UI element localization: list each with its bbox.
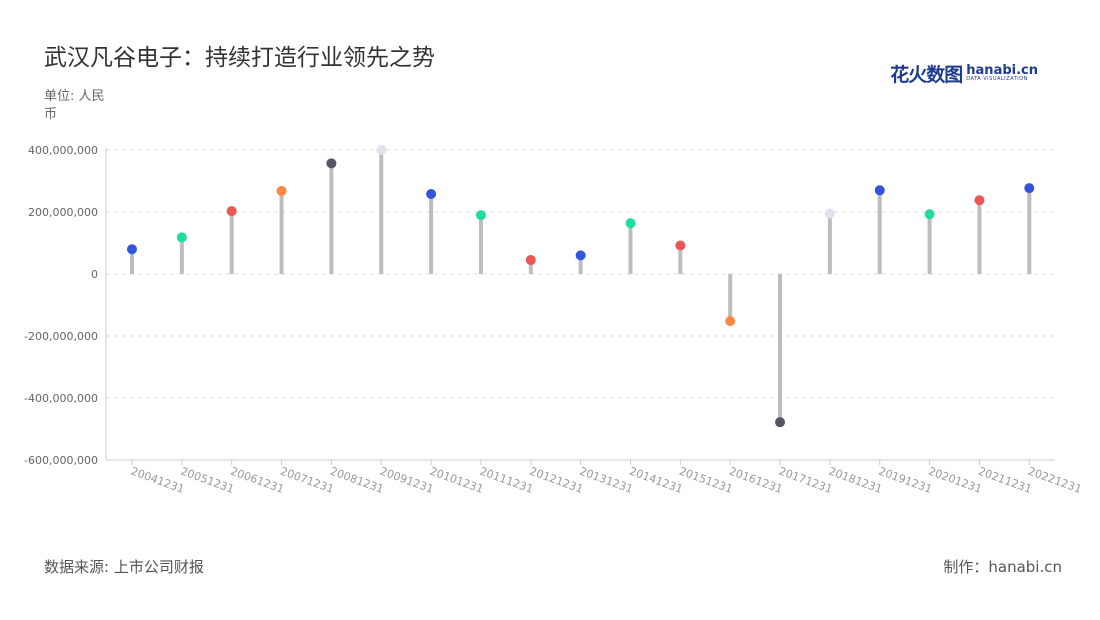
unit-label: 单位: 人民币 <box>44 89 105 122</box>
y-tick-label: -600,000,000 <box>24 454 98 467</box>
x-tick-label: 20061231 <box>229 465 286 496</box>
y-tick-label: 400,000,000 <box>28 144 98 157</box>
lollipop-point <box>426 189 437 200</box>
lollipop-point <box>276 185 287 196</box>
x-tick-label: 20111231 <box>478 465 535 496</box>
lollipop-stem <box>578 255 583 274</box>
lollipop-point <box>625 218 636 229</box>
y-tick-label: -200,000,000 <box>24 330 98 343</box>
lollipop-point <box>127 244 137 255</box>
brand-logo: 花火数图 hanabi.cn DATA VISUALIZATION <box>890 60 1038 86</box>
lollipop-point <box>874 185 885 196</box>
lollipop-point <box>824 208 835 219</box>
stem-layer <box>130 150 1032 423</box>
lollipop-stem <box>778 274 783 423</box>
lollipop-stem <box>130 249 134 274</box>
lollipop-point <box>475 210 486 221</box>
data-source: 数据来源: 上市公司财报 <box>44 558 204 576</box>
lollipop-stem <box>179 237 184 274</box>
lollipop-point <box>226 206 237 217</box>
dot-layer <box>127 145 1035 428</box>
logo-tagline: DATA VISUALIZATION <box>966 76 1028 82</box>
lollipop-point <box>525 255 536 266</box>
axis-layer: 400,000,000 200,000,000 0 -200,000,000 -400,… <box>24 144 1083 496</box>
x-tick-label: 20081231 <box>328 465 385 496</box>
x-tick-label: 20051231 <box>179 465 236 496</box>
lollipop-point <box>775 417 786 428</box>
x-tick-label: 20071231 <box>279 465 336 496</box>
lollipop-point <box>575 250 586 261</box>
lollipop-stem <box>728 274 733 322</box>
x-tick-label: 20201231 <box>927 465 984 496</box>
x-tick-label: 20091231 <box>378 465 435 496</box>
grid-layer <box>106 149 1055 461</box>
x-tick-label: 20191231 <box>877 465 934 496</box>
lollipop-point <box>326 158 337 169</box>
x-tick-label: 20131231 <box>578 465 635 496</box>
x-tick-label: 20121231 <box>528 465 585 496</box>
lollipop-stem <box>678 245 683 274</box>
lollipop-point <box>924 209 935 220</box>
x-tick-label: 20041231 <box>129 465 186 496</box>
x-tick-label: 20171231 <box>777 465 834 496</box>
lollipop-stem <box>478 215 483 274</box>
credit-text: 制作：hanabi.cn <box>943 558 1062 576</box>
lollipop-point <box>974 195 985 206</box>
lollipop-point <box>1024 183 1035 194</box>
chart-title: 武汉凡谷电子：持续打造行业领先之势 <box>44 45 435 71</box>
lollipop-point <box>725 316 736 327</box>
x-tick-label: 20211231 <box>976 465 1033 496</box>
x-tick-label: 20151231 <box>677 465 734 496</box>
x-tick-label: 20161231 <box>727 465 784 496</box>
logo-domain: hanabi.cn <box>966 63 1038 78</box>
x-tick-label: 20181231 <box>827 465 884 496</box>
lollipop-stem <box>927 214 932 274</box>
lollipop-stem <box>1027 188 1032 274</box>
y-tick-label: 200,000,000 <box>28 206 98 219</box>
lollipop-point <box>376 145 387 155</box>
logo-side: hanabi.cn DATA VISUALIZATION <box>966 64 1038 82</box>
lollipop-stem <box>229 211 234 274</box>
lollipop-stem <box>279 190 284 274</box>
lollipop-stem <box>628 223 633 274</box>
lollipop-point <box>176 232 187 243</box>
lollipop-stem <box>429 194 434 274</box>
x-tick-label: 20101231 <box>428 465 485 496</box>
lollipop-stem <box>827 213 832 274</box>
lollipop-stem <box>528 260 533 274</box>
lollipop-stem <box>329 163 334 274</box>
lollipop-point <box>675 240 686 251</box>
y-tick-label: 0 <box>91 268 98 281</box>
lollipop-stem <box>379 150 384 274</box>
lollipop-stem <box>877 190 882 274</box>
y-tick-label: -400,000,000 <box>24 392 98 405</box>
x-tick-label: 20221231 <box>1026 465 1083 496</box>
lollipop-stem <box>977 200 982 274</box>
logo-name: 花火数图 <box>890 63 963 86</box>
x-tick-label: 20141231 <box>627 465 684 496</box>
